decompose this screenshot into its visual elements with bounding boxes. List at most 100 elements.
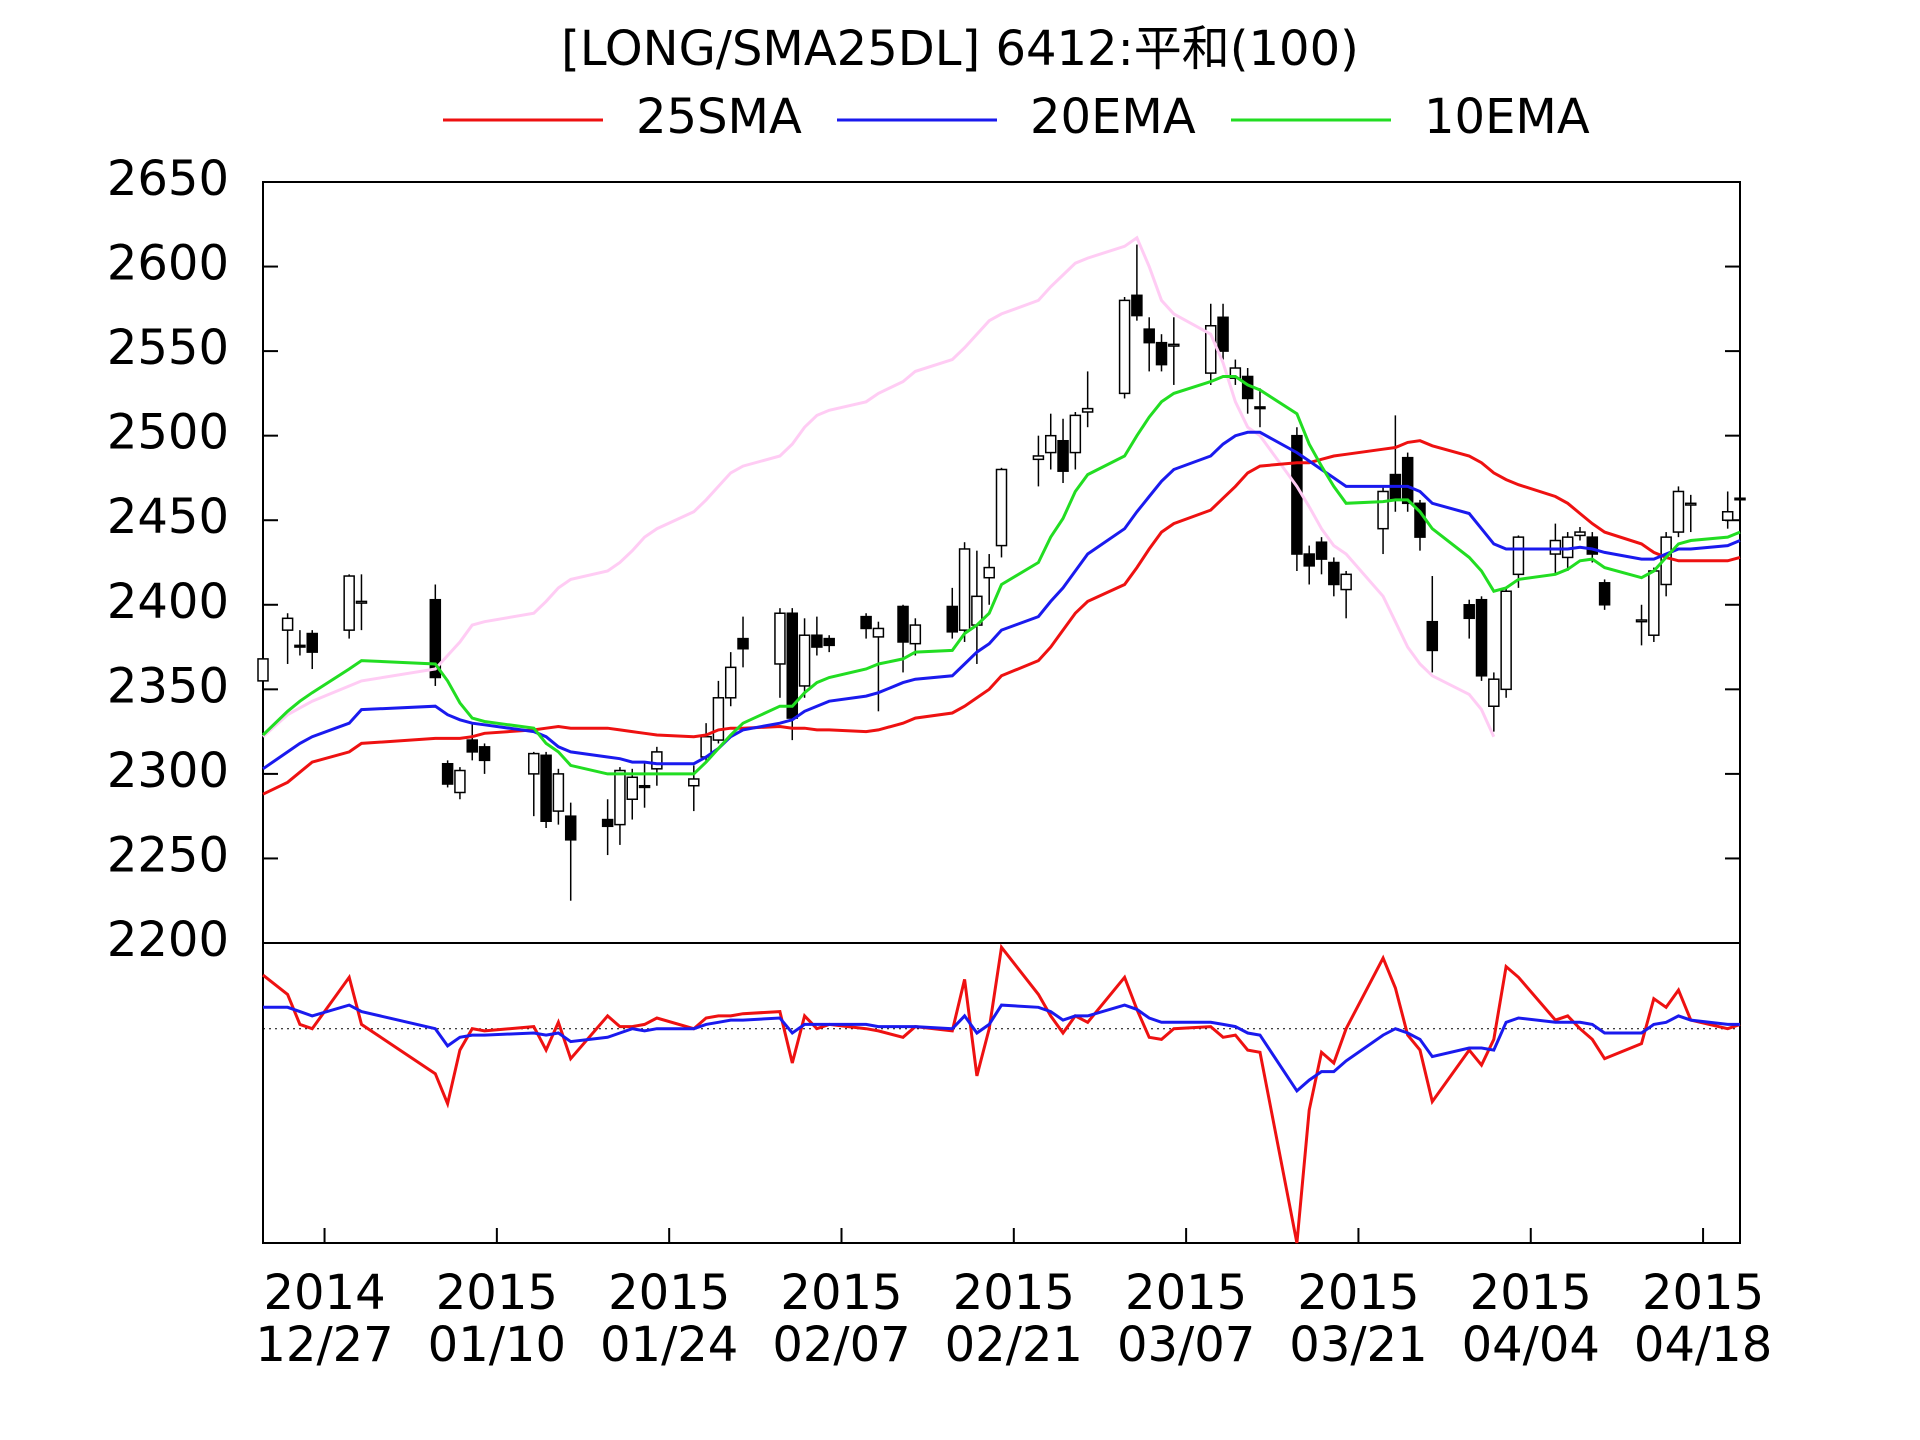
candle-body xyxy=(1044,434,1057,454)
x-tick-label: 2014 12/27 xyxy=(255,1265,394,1373)
y-tick-label: 2300 xyxy=(107,743,229,799)
candle-body xyxy=(638,784,651,789)
candle-body xyxy=(1475,598,1488,677)
candle-body xyxy=(1426,620,1439,652)
candle-body xyxy=(1586,536,1599,555)
candle-body xyxy=(294,644,306,648)
candle-body xyxy=(257,658,269,682)
y-tick-label: 2200 xyxy=(107,912,229,968)
y-tick-label: 2450 xyxy=(107,489,229,545)
series-line xyxy=(262,439,1741,796)
candle-body xyxy=(688,778,700,787)
x-tick-label: 2015 01/10 xyxy=(427,1265,567,1373)
candle-body xyxy=(811,634,823,648)
candle-body xyxy=(1168,343,1180,347)
x-tick-label: 2015 01/24 xyxy=(600,1265,739,1373)
candle-body xyxy=(281,617,294,631)
candle-body xyxy=(478,746,491,762)
candle-body xyxy=(1118,299,1131,395)
candle-body xyxy=(1549,539,1562,555)
candle-body xyxy=(1488,678,1500,707)
candle-body xyxy=(1463,604,1475,620)
candle-body xyxy=(798,634,811,687)
lower-frame xyxy=(262,942,1741,1244)
candle-body xyxy=(651,751,663,770)
candle-body xyxy=(1328,561,1340,586)
candle-body xyxy=(995,468,1008,547)
y-tick-label: 2250 xyxy=(107,827,229,883)
candle-body xyxy=(712,697,725,741)
series-line xyxy=(263,1003,1740,1094)
candle-body xyxy=(1574,531,1586,537)
candle-body xyxy=(946,605,959,633)
y-tick-label: 2600 xyxy=(107,236,229,292)
candle-body xyxy=(454,769,466,794)
candle-body xyxy=(1734,497,1746,501)
candle-body xyxy=(909,624,922,645)
candle-body xyxy=(1672,490,1685,533)
candle-body xyxy=(343,575,355,631)
candle-body xyxy=(1598,582,1611,606)
candle-body xyxy=(983,566,995,579)
candle-body xyxy=(774,612,786,665)
candle-body xyxy=(1069,414,1082,454)
candle-body xyxy=(1081,407,1094,413)
y-tick-label: 2500 xyxy=(107,405,229,461)
candle-body xyxy=(872,627,885,638)
candle-body xyxy=(540,754,552,822)
series-line xyxy=(262,430,1741,771)
candle-body xyxy=(1057,439,1069,472)
candle-body xyxy=(466,739,478,753)
series-line xyxy=(262,943,1741,1244)
candle-body xyxy=(1254,406,1266,410)
candle-body xyxy=(528,752,540,775)
series-line xyxy=(261,375,1741,776)
y-tick-label: 2350 xyxy=(107,658,229,714)
candle-body xyxy=(1512,536,1525,576)
candle-body xyxy=(1500,590,1512,691)
candle-body xyxy=(737,637,749,650)
candle-body xyxy=(552,773,565,812)
x-tick-label: 2015 04/18 xyxy=(1633,1265,1773,1373)
candle-body xyxy=(429,598,442,679)
y-tick-label: 2550 xyxy=(107,320,229,376)
candle-body xyxy=(958,548,971,631)
candle-body xyxy=(1685,502,1697,506)
legend-label: 25SMA xyxy=(636,89,802,145)
candle-body xyxy=(1340,573,1352,591)
legend-label: 10EMA xyxy=(1424,89,1590,145)
candle-body xyxy=(626,776,638,801)
y-tick-label: 2650 xyxy=(107,151,229,207)
candle-body xyxy=(1217,316,1229,352)
candle-body xyxy=(1032,455,1045,461)
candle-body xyxy=(897,605,909,643)
candle-body xyxy=(306,632,318,653)
candle-body xyxy=(1131,294,1143,317)
candle-body xyxy=(1635,619,1648,623)
candle-body xyxy=(1155,341,1168,366)
chart-title: [LONG/SMA25DL] 6412:平和(100) xyxy=(561,21,1359,77)
candle-body xyxy=(355,600,368,604)
y-tick-label: 2400 xyxy=(107,574,229,630)
candle-body xyxy=(1303,553,1315,567)
x-tick-label: 2015 04/04 xyxy=(1461,1265,1600,1373)
candle-body xyxy=(1721,511,1734,521)
candle-body xyxy=(724,666,737,699)
candle-body xyxy=(1648,570,1660,636)
candle-body xyxy=(601,818,614,828)
legend-label: 20EMA xyxy=(1030,89,1196,145)
candle-body xyxy=(1377,490,1389,530)
series-line xyxy=(262,235,1496,738)
candle-body xyxy=(1143,328,1155,344)
candle-body xyxy=(860,615,872,630)
candle-body xyxy=(441,762,454,785)
candle-body xyxy=(614,769,626,826)
candle-body xyxy=(823,637,835,647)
x-tick-label: 2015 03/07 xyxy=(1116,1265,1256,1373)
x-tick-label: 2015 02/21 xyxy=(944,1265,1083,1373)
candle-body xyxy=(1315,541,1328,560)
candle-body xyxy=(1401,456,1414,505)
x-tick-label: 2015 02/07 xyxy=(772,1265,911,1373)
